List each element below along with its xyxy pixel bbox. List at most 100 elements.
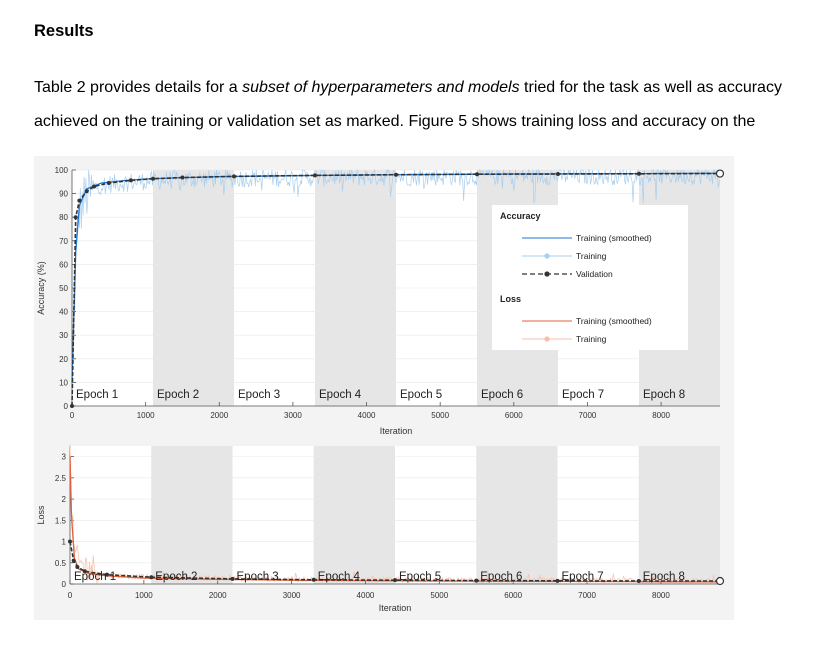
epoch-label: Epoch 6 <box>480 571 522 583</box>
validation-point <box>149 575 154 580</box>
y-tick-label: 2.5 <box>55 474 67 483</box>
y-tick-label: 3 <box>62 453 67 462</box>
x-tick-label: 7000 <box>578 591 596 600</box>
legend-label: Training (smoothed) <box>576 316 652 326</box>
validation-point <box>393 578 397 583</box>
x-tick-label: 7000 <box>579 411 597 420</box>
validation-point <box>311 577 316 582</box>
y-tick-label: 0.5 <box>55 559 67 568</box>
legend-box <box>492 205 688 350</box>
legend-accuracy-title: Accuracy <box>500 211 541 221</box>
x-tick-label: 0 <box>68 591 73 600</box>
y-tick-label: 100 <box>55 166 69 175</box>
legend-loss-title: Loss <box>500 294 521 304</box>
x-tick-label: 0 <box>70 411 75 420</box>
epoch-label: Epoch 3 <box>237 571 279 583</box>
validation-point <box>82 569 87 574</box>
y-tick-label: 10 <box>59 378 68 387</box>
legend-label: Training (smoothed) <box>576 233 652 243</box>
validation-point <box>106 180 111 185</box>
epoch-label: Epoch 8 <box>643 389 685 401</box>
y-tick-label: 30 <box>59 331 68 340</box>
legend-marker <box>544 271 550 277</box>
epoch-label: Epoch 7 <box>562 389 604 401</box>
validation-point <box>75 565 80 570</box>
x-tick-label: 5000 <box>431 411 449 420</box>
y-tick-label: 1 <box>62 538 67 547</box>
x-tick-label: 5000 <box>430 591 448 600</box>
validation-point <box>84 189 89 194</box>
legend-marker <box>544 336 550 342</box>
validation-point <box>636 579 641 584</box>
epoch-label: Epoch 5 <box>400 389 442 401</box>
validation-point <box>77 198 82 203</box>
legend-marker <box>544 253 550 259</box>
final-validation-point <box>715 169 725 178</box>
validation-point <box>474 578 479 583</box>
x-tick-label: 8000 <box>652 591 670 600</box>
validation-point <box>92 184 97 189</box>
series-validation <box>71 172 721 407</box>
epoch-shade <box>476 446 558 584</box>
x-tick-label: 3000 <box>284 411 302 420</box>
y-tick-label: 20 <box>59 355 68 364</box>
validation-point <box>70 404 74 408</box>
x-tick-label: 8000 <box>652 411 670 420</box>
epoch-label: Epoch 1 <box>76 389 118 401</box>
acc-y-axis-label: Accuracy (%) <box>36 261 46 315</box>
acc-x-axis-label: Iteration <box>380 426 413 436</box>
paragraph-line-1: Table 2 provides details for a subset of… <box>34 79 804 97</box>
final-validation-point <box>715 576 725 586</box>
epoch-label: Epoch 1 <box>74 571 116 583</box>
legend-label: Validation <box>576 269 613 279</box>
x-tick-label: 6000 <box>505 411 523 420</box>
x-tick-label: 6000 <box>504 591 522 600</box>
validation-point <box>556 172 560 177</box>
validation-point <box>151 176 155 181</box>
validation-point <box>73 215 78 220</box>
x-tick-label: 1000 <box>137 411 155 420</box>
y-tick-label: 2 <box>62 495 67 504</box>
legend-label: Training <box>576 334 607 344</box>
y-tick-label: 1.5 <box>55 516 67 525</box>
y-tick-label: 50 <box>59 284 68 293</box>
validation-point <box>313 173 317 178</box>
epoch-shade <box>151 446 233 584</box>
epoch-label: Epoch 6 <box>481 389 523 401</box>
y-tick-label: 80 <box>59 213 68 222</box>
x-tick-label: 4000 <box>358 411 376 420</box>
epoch-label: Epoch 8 <box>643 571 685 583</box>
loss-panel: 0 0.5 1 1.5 2 2.5 3 0 1000 2000 3000 4000 5000 6000 70… <box>34 444 734 620</box>
epoch-shade <box>638 446 720 584</box>
validation-point <box>230 576 235 581</box>
validation-point <box>68 539 72 544</box>
x-tick-label: 3000 <box>283 591 301 600</box>
validation-point <box>128 178 133 183</box>
y-tick-label: 60 <box>59 260 68 269</box>
epoch-label: Epoch 4 <box>318 571 361 583</box>
section-heading: Results <box>34 22 94 40</box>
epoch-shade <box>313 446 395 584</box>
epoch-label: Epoch 3 <box>238 389 280 401</box>
y-tick-label: 40 <box>59 308 68 317</box>
validation-point <box>104 572 109 577</box>
epoch-label: Epoch 2 <box>155 571 197 583</box>
paragraph-line-1-italic: subset of hyperparameters and models <box>242 79 520 96</box>
y-tick-label: 0 <box>62 580 67 589</box>
validation-point <box>232 174 236 179</box>
epoch-label: Epoch 7 <box>562 571 604 583</box>
epoch-label: Epoch 4 <box>319 389 362 401</box>
validation-point <box>475 172 479 177</box>
loss-y-axis-label: Loss <box>36 505 46 525</box>
validation-point <box>180 175 185 180</box>
validation-point <box>637 171 641 176</box>
validation-point <box>71 558 76 563</box>
validation-point <box>394 172 398 177</box>
x-tick-label: 2000 <box>209 591 227 600</box>
epoch-label: Epoch 2 <box>157 389 199 401</box>
x-tick-label: 2000 <box>210 411 228 420</box>
paragraph-line-1-prefix: Table 2 provides details for a <box>34 79 243 96</box>
y-tick-label: 90 <box>59 190 68 199</box>
